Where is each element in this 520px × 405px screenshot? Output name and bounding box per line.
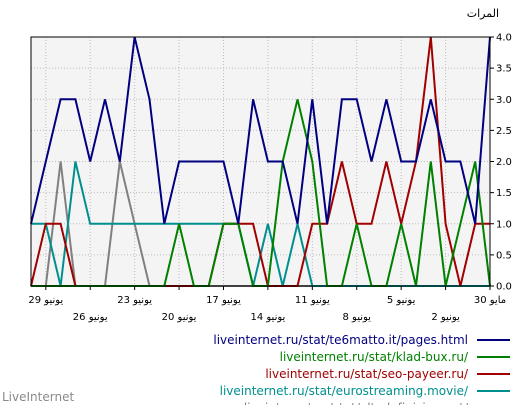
x-tick-label: 14 يونيو xyxy=(250,312,285,323)
x-tick-label: 29 يونيو xyxy=(28,295,63,306)
y-tick-label: 4.0 xyxy=(496,33,512,44)
x-axis-ticks: 30 مايو 5 يونيو 11 يونيو 17 يونيو 23 يونيو 29… xyxy=(28,286,506,323)
chart-title: المرات xyxy=(467,7,499,20)
y-tick-label: 1.0 xyxy=(496,219,512,230)
legend-label: liveinternet.ru/stat/seo-payeer.ru/ xyxy=(265,367,469,381)
x-tick-label: 5 يونيو xyxy=(387,295,416,306)
x-tick-label: 8 يونيو xyxy=(343,312,372,323)
legend-label: liveinternet.ru/stat/klad-bux.ru/ xyxy=(280,350,469,364)
legend-label: liveinternet.ru/stat/eurostreaming.movie… xyxy=(220,384,469,398)
x-tick-label: 2 يونيو xyxy=(431,312,460,323)
x-tick-label: 17 يونيو xyxy=(206,295,241,306)
y-tick-label: 1.5 xyxy=(496,188,512,199)
x-tick-label: 11 يونيو xyxy=(295,295,330,306)
y-tick-label: 2.0 xyxy=(496,157,512,168)
y-tick-label: 3.0 xyxy=(496,95,512,106)
x-tick-label: 20 يونيو xyxy=(162,312,197,323)
legend-label: liveinternet.ru/stat/altadefinizione.at/ xyxy=(244,401,469,405)
x-tick-label: 30 مايو xyxy=(474,295,506,306)
y-tick-label: 3.5 xyxy=(496,64,512,75)
y-tick-label: 0.5 xyxy=(496,250,512,261)
legend-label: liveinternet.ru/stat/te6matto.it/pages.h… xyxy=(213,333,468,347)
x-tick-label: 26 يونيو xyxy=(73,312,108,323)
y-axis-ticks: 4.0 3.5 3.0 2.5 2.0 1.5 1.0 0.5 0.0 xyxy=(490,33,512,293)
legend: liveinternet.ru/stat/te6matto.it/pages.h… xyxy=(213,333,510,405)
footer-brand: LiveInternet xyxy=(2,390,74,404)
series-line xyxy=(30,36,491,225)
y-tick-label: 2.5 xyxy=(496,126,512,137)
y-tick-label: 0.0 xyxy=(496,282,512,293)
x-tick-label: 23 يونيو xyxy=(117,295,152,306)
